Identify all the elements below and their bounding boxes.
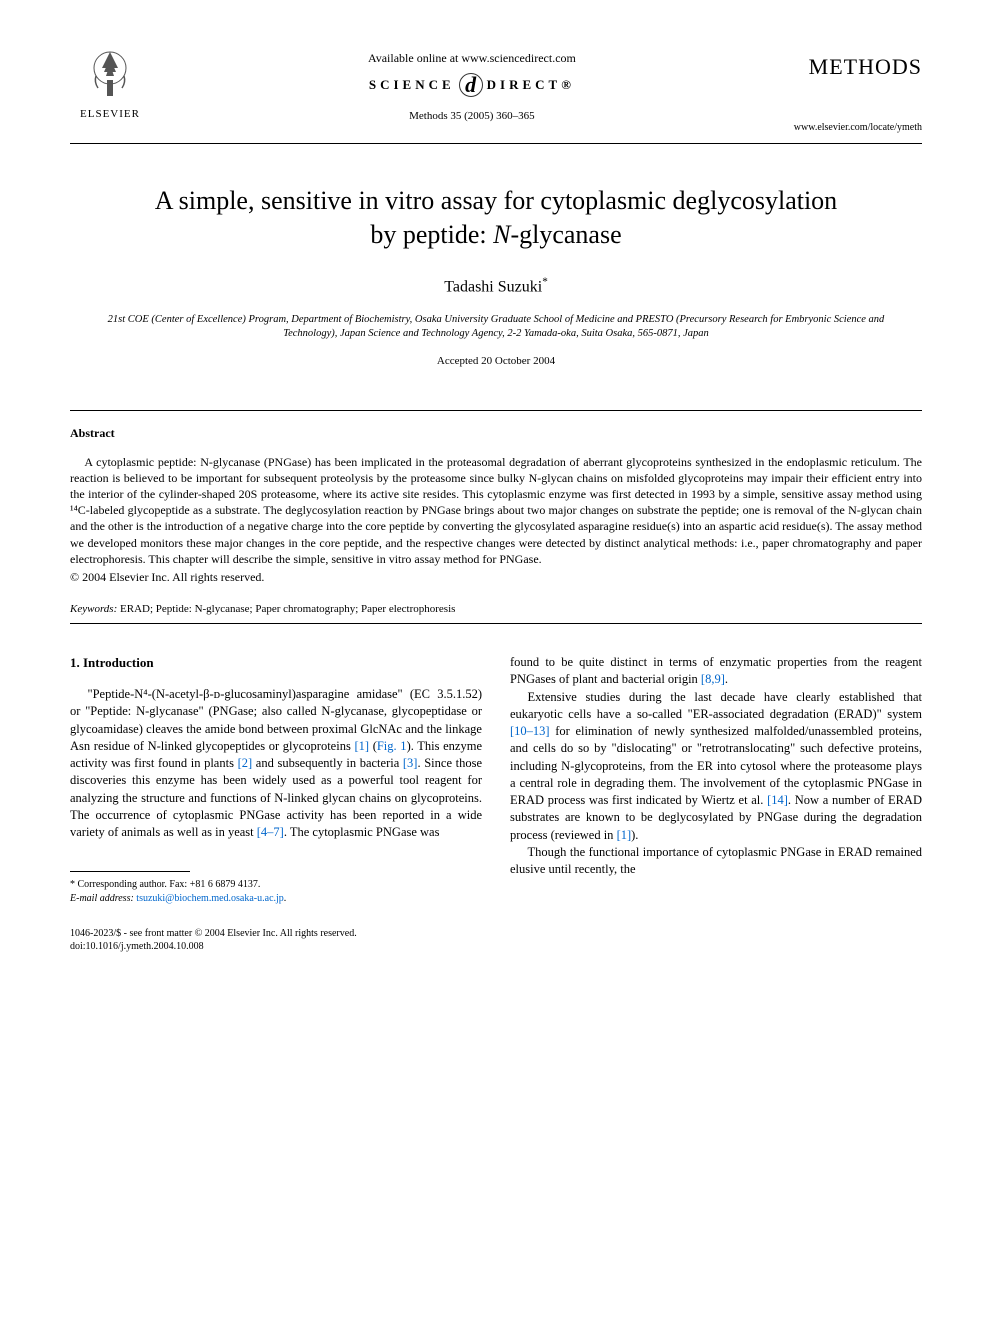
intro-para-3: Though the functional importance of cyto… [510,844,922,879]
ref-14[interactable]: [14] [767,793,788,807]
bottom-info: 1046-2023/$ - see front matter © 2004 El… [70,927,482,953]
article-title: A simple, sensitive in vitro assay for c… [70,184,922,252]
sd-at-icon: d [459,73,483,97]
publisher-logo: ELSEVIER [70,40,150,123]
ref-1b[interactable]: [1] [617,828,632,842]
title-line2-pre: by peptide: [370,220,493,249]
c2p2d: ). [631,828,638,842]
available-online-text: Available online at www.sciencedirect.co… [150,50,794,67]
author-line: Tadashi Suzuki* [70,275,922,299]
sd-right: DIRECT® [487,76,575,94]
corr-author-line: * Corresponding author. Fax: +81 6 6879 … [70,878,482,892]
ref-10-13[interactable]: [10–13] [510,724,550,738]
title-italic-n: N [493,220,510,249]
author-mark: * [542,276,548,288]
affiliation: 21st COE (Center of Excellence) Program,… [100,313,892,340]
abstract-heading: Abstract [70,425,922,442]
journal-url: www.elsevier.com/locate/ymeth [794,121,922,135]
intro-para-2: Extensive studies during the last decade… [510,689,922,844]
journal-name: METHODS [794,52,922,83]
c2p2a: Extensive studies during the last decade… [510,690,922,721]
email-line: E-mail address: tsuzuki@biochem.med.osak… [70,892,482,906]
intro-para-1-cont: found to be quite distinct in terms of e… [510,654,922,689]
ref-4-7[interactable]: [4–7] [257,825,284,839]
body-columns: 1. Introduction "Peptide-N⁴-(N-acetyl-β-… [70,654,922,953]
title-line2-post: -glycanase [510,220,621,249]
front-matter-line: 1046-2023/$ - see front matter © 2004 El… [70,927,482,940]
elsevier-tree-icon [80,40,140,100]
left-column: 1. Introduction "Peptide-N⁴-(N-acetyl-β-… [70,654,482,953]
intro-para-1: "Peptide-N⁴-(N-acetyl-β-ᴅ-glucosaminyl)a… [70,686,482,841]
fig-1-link[interactable]: Fig. 1 [377,739,407,753]
ref-8-9[interactable]: [8,9] [701,672,725,686]
footnote-rule [70,871,190,872]
right-column: found to be quite distinct in terms of e… [510,654,922,953]
publisher-name: ELSEVIER [70,107,150,122]
doi-line: doi:10.1016/j.ymeth.2004.10.008 [70,940,482,953]
c2p1b: . [725,672,728,686]
page-header: ELSEVIER Available online at www.science… [70,40,922,135]
p1b: ( [369,739,377,753]
corresponding-author-footnote: * Corresponding author. Fax: +81 6 6879 … [70,878,482,905]
ref-3[interactable]: [3] [403,756,418,770]
email-suffix: . [284,893,287,904]
email-label: E-mail address: [70,893,134,904]
ref-1[interactable]: [1] [354,739,369,753]
author-name: Tadashi Suzuki [444,279,542,296]
keywords-text: ERAD; Peptide: N-glycanase; Paper chroma… [117,603,455,615]
sciencedirect-logo: SCIENCE d DIRECT® [150,73,794,97]
accepted-date: Accepted 20 October 2004 [70,354,922,369]
abstract-top-rule [70,410,922,411]
header-center: Available online at www.sciencedirect.co… [150,40,794,124]
abstract-copyright: © 2004 Elsevier Inc. All rights reserved… [70,569,922,586]
header-rule [70,143,922,144]
sd-left: SCIENCE [369,76,455,94]
email-address[interactable]: tsuzuki@biochem.med.osaka-u.ac.jp [136,893,284,904]
p1d: and subsequently in bacteria [252,756,403,770]
title-line1: A simple, sensitive in vitro assay for c… [155,186,837,215]
keywords-line: Keywords: ERAD; Peptide: N-glycanase; Pa… [70,602,922,617]
intro-heading: 1. Introduction [70,654,482,672]
abstract-bottom-rule [70,623,922,624]
ref-2[interactable]: [2] [238,756,253,770]
keywords-label: Keywords: [70,603,117,615]
p1f: . The cytoplasmic PNGase was [284,825,440,839]
journal-logo-block: METHODS www.elsevier.com/locate/ymeth [794,40,922,135]
abstract-body: A cytoplasmic peptide: N-glycanase (PNGa… [70,454,922,567]
citation-text: Methods 35 (2005) 360–365 [150,109,794,124]
